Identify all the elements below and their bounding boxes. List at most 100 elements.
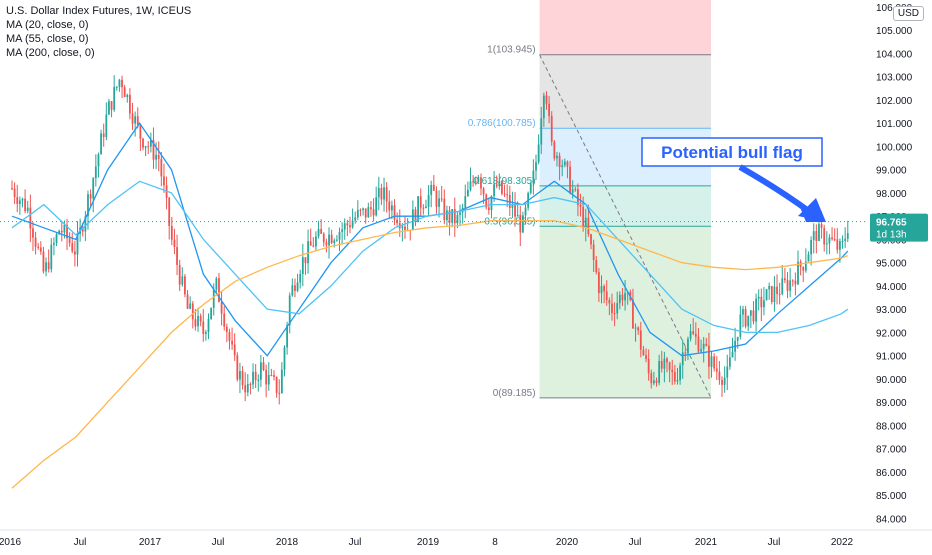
candle-body <box>571 189 574 193</box>
ma55-legend[interactable]: MA (55, close, 0) <box>6 33 89 45</box>
candle-body <box>770 286 773 303</box>
ma55-line[interactable] <box>11 180 849 334</box>
candle-body <box>94 166 97 179</box>
candle-body <box>338 231 341 240</box>
candle-body <box>383 187 385 200</box>
candle-body <box>524 207 527 216</box>
candle-body <box>189 303 192 309</box>
candle-body <box>791 280 794 282</box>
candle-body <box>11 188 13 190</box>
candle-body <box>660 360 663 369</box>
currency-badge[interactable]: USD <box>892 6 924 21</box>
candle-body <box>265 369 268 385</box>
candle-body <box>401 226 404 229</box>
candle-body <box>312 245 315 247</box>
candle-body <box>765 289 768 301</box>
candle-body <box>246 383 249 393</box>
y-tick-label: 93.000 <box>876 305 907 316</box>
candle-body <box>671 369 674 373</box>
candle-body <box>532 170 535 184</box>
candle-body <box>535 162 537 171</box>
candle-body <box>592 244 595 261</box>
candle-body <box>700 349 702 352</box>
candle-body <box>404 226 406 230</box>
candle-body <box>844 238 847 241</box>
candle-body <box>493 184 495 197</box>
candle-body <box>668 362 671 370</box>
candle-body <box>637 327 640 331</box>
candle-body <box>558 155 561 168</box>
candle-body <box>249 383 252 385</box>
candle-body <box>728 357 731 367</box>
y-tick-label: 90.000 <box>876 375 907 386</box>
candle-body <box>68 238 71 244</box>
candle-body <box>655 380 658 383</box>
candle-body <box>21 198 24 201</box>
x-tick-label: 2021 <box>695 537 718 548</box>
y-tick-label: 102.000 <box>876 96 913 107</box>
candle-body <box>713 356 716 369</box>
candle-body <box>846 233 849 239</box>
candle-body <box>818 224 820 241</box>
candle-body <box>561 165 564 168</box>
candle-body <box>63 224 66 233</box>
candle-body <box>147 146 150 148</box>
candle-body <box>466 189 469 197</box>
candle-body <box>160 158 163 177</box>
candle-body <box>417 196 419 223</box>
candle-body <box>687 338 689 354</box>
x-tick-label: 8 <box>492 537 498 548</box>
ma200-line[interactable] <box>11 220 849 489</box>
ma200-legend[interactable]: MA (200, close, 0) <box>6 47 95 59</box>
ma20-legend[interactable]: MA (20, close, 0) <box>6 19 89 31</box>
candle-body <box>794 280 797 285</box>
candle-body <box>144 146 147 148</box>
candle-body <box>825 243 828 245</box>
x-axis: 2016 Jul 2017 Jul 2018 Jul 2019 8 2020 Jul 2021 Jul… <box>0 529 932 548</box>
candle-body <box>548 103 550 117</box>
candle-body <box>152 140 155 160</box>
candle-body <box>789 280 792 291</box>
candle-body <box>587 217 590 235</box>
candle-body <box>430 184 433 195</box>
candle-body <box>81 227 84 232</box>
candle-body <box>71 243 74 252</box>
candle-body <box>197 316 199 327</box>
candle-body <box>673 372 676 382</box>
fib-band-1 <box>539 54 712 129</box>
candle-body <box>645 355 647 359</box>
candle-body <box>223 313 226 327</box>
candle-body <box>503 193 506 195</box>
candle-body <box>616 303 619 314</box>
candle-body <box>362 208 364 210</box>
candle-body <box>569 166 571 193</box>
candle-body <box>815 231 818 241</box>
candle-body <box>702 343 705 350</box>
candle-body <box>296 282 299 291</box>
candle-body <box>760 296 763 308</box>
y-tick-label: 99.000 <box>876 166 907 177</box>
candle-body <box>432 184 435 191</box>
candle-body <box>590 234 592 245</box>
fib-band-4 <box>539 226 712 398</box>
symbol-title[interactable]: U.S. Dollar Index Futures, 1W, ICEUS <box>6 5 192 17</box>
bull-flag-annotation[interactable]: Potential bull flag <box>641 137 826 222</box>
candle-body <box>34 237 37 247</box>
candle-body <box>18 200 21 204</box>
candle-body <box>377 187 380 198</box>
candle-body <box>480 177 482 189</box>
candle-body <box>186 294 189 309</box>
y-tick-label: 87.000 <box>876 445 907 456</box>
candle-body <box>804 261 807 271</box>
candle-body <box>642 349 645 356</box>
candle-body <box>611 303 613 314</box>
candle-body <box>173 239 176 248</box>
candle-body <box>763 300 765 308</box>
fib-retracement[interactable]: 1(103.945) 0.786(100.785) 0.618(98.305) 0.5… <box>468 0 712 399</box>
candle-body <box>364 208 367 218</box>
candles <box>11 75 849 405</box>
candle-body <box>278 392 281 394</box>
candle-body <box>477 177 480 182</box>
candle-body <box>721 379 723 385</box>
